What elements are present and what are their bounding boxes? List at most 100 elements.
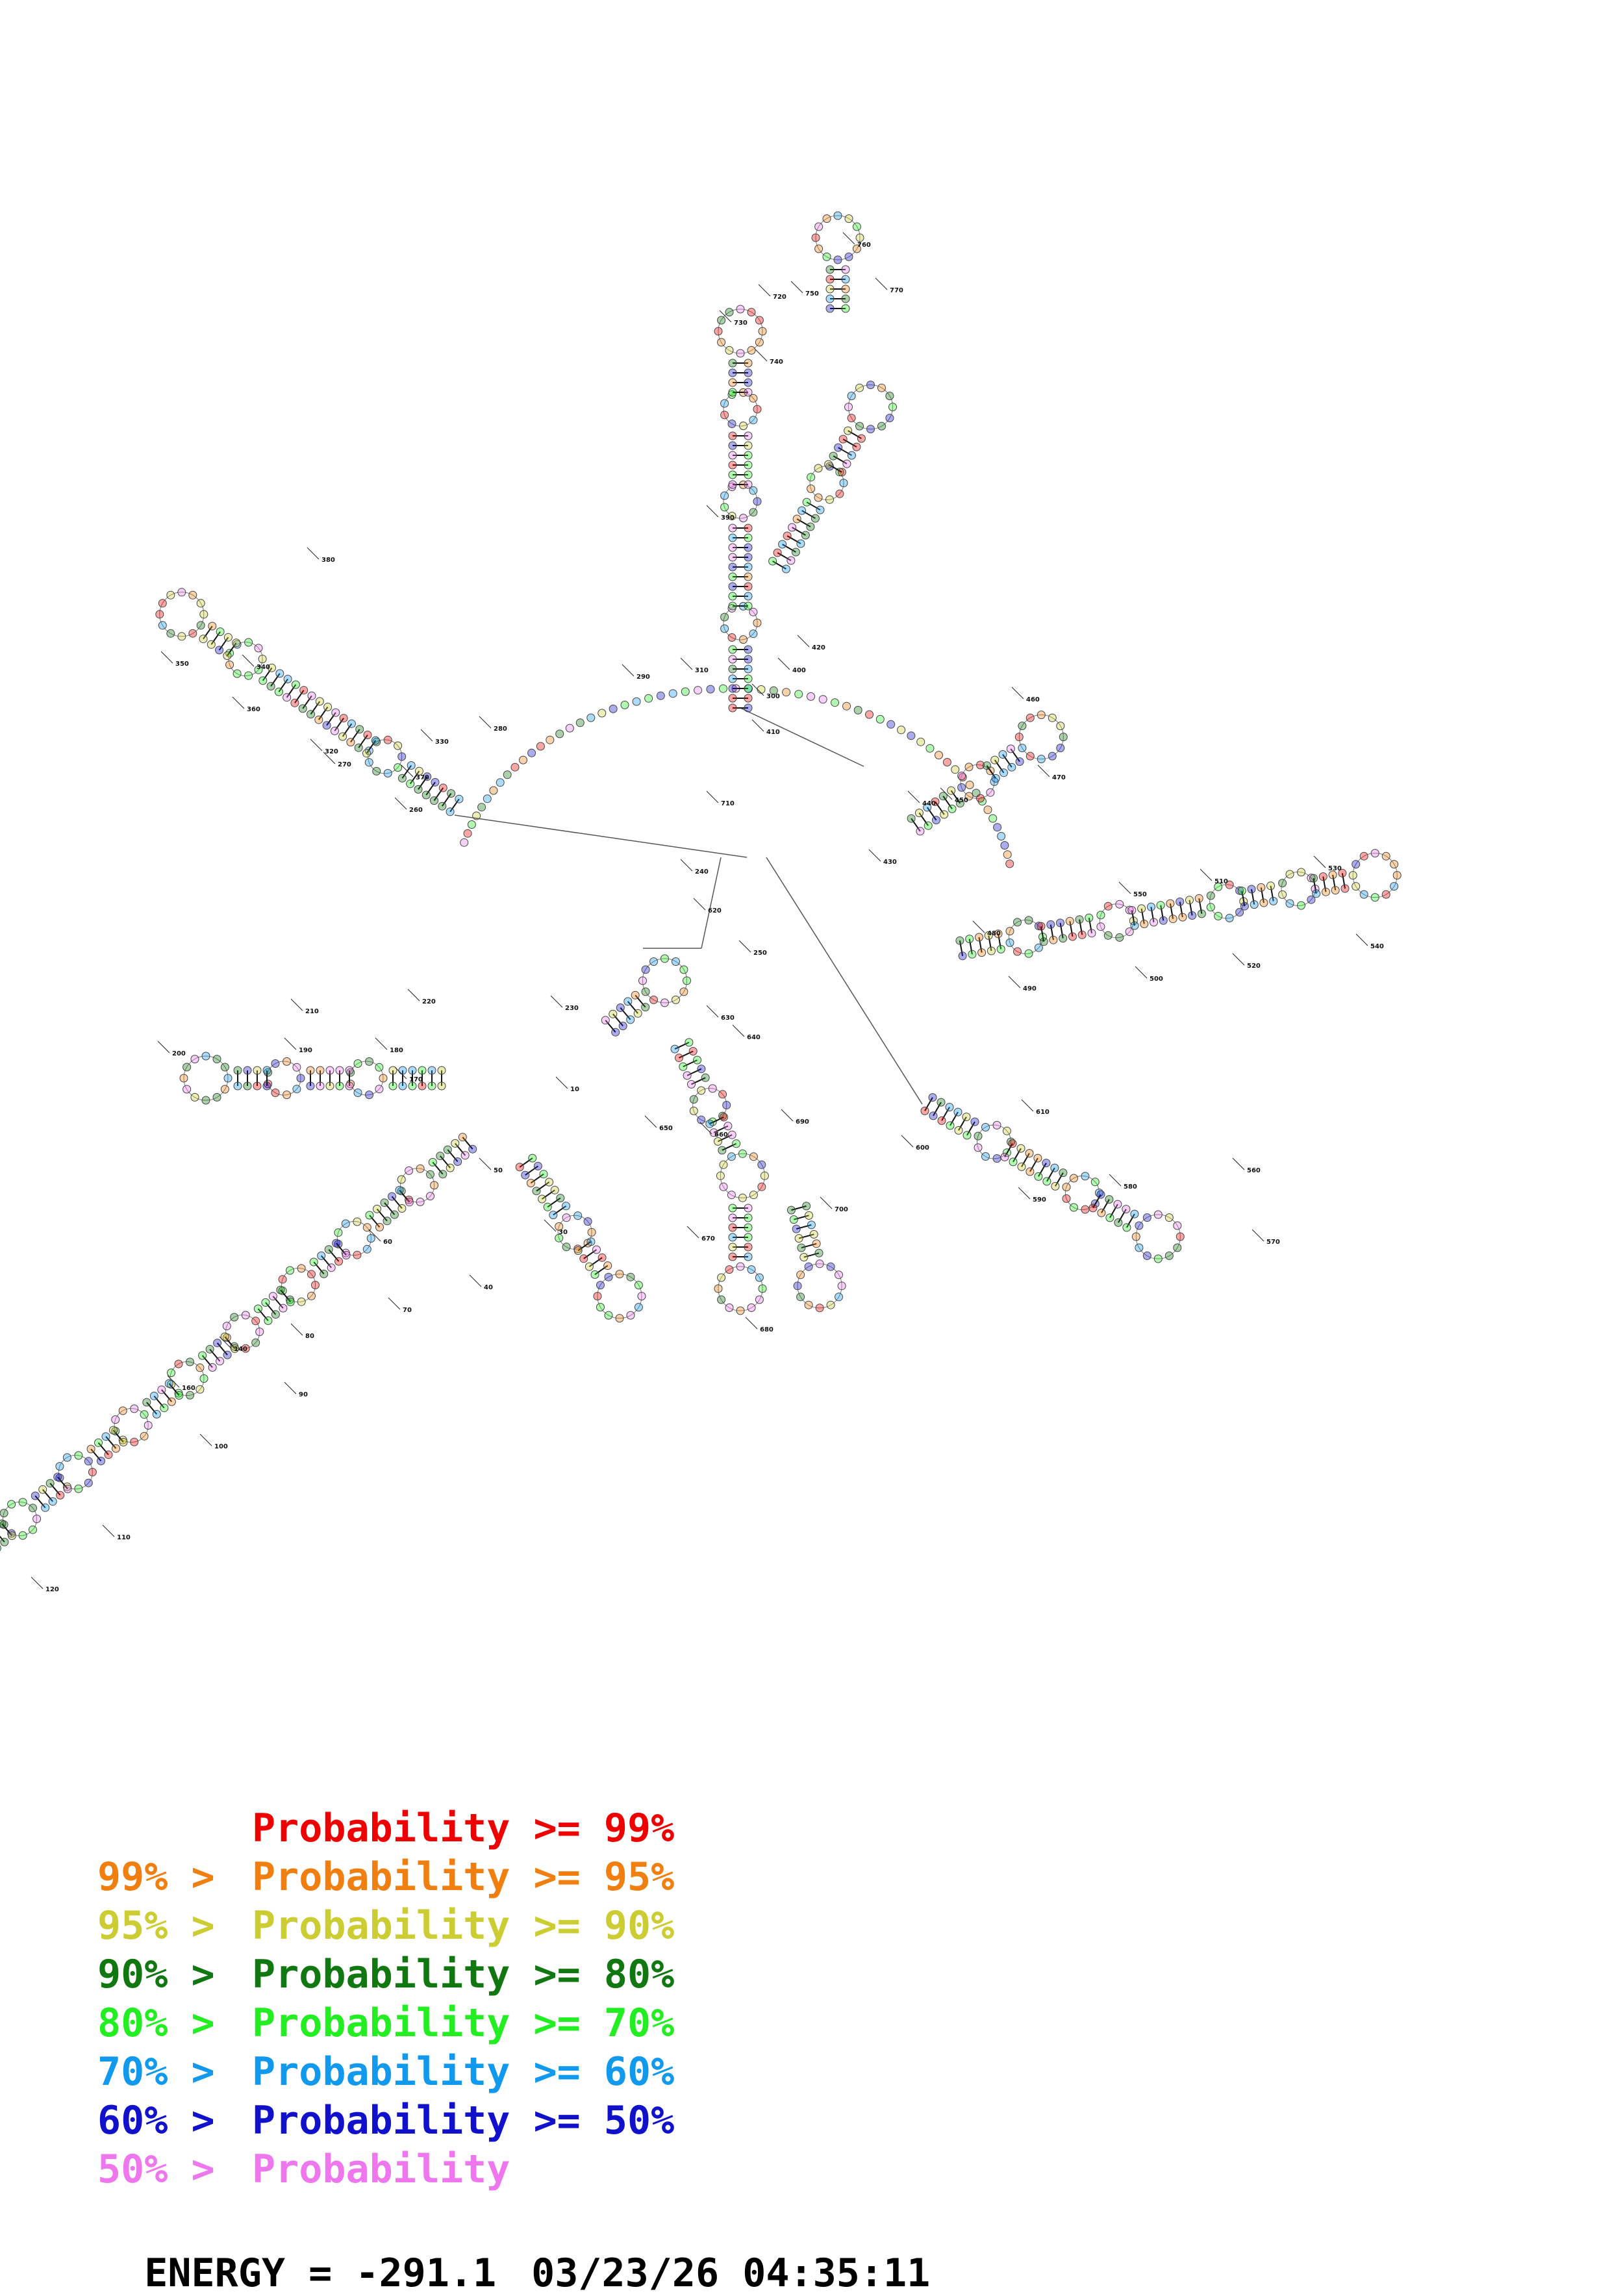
base-pair bbox=[90, 1448, 102, 1461]
base-pair bbox=[1169, 903, 1174, 919]
nucleotide bbox=[196, 599, 205, 608]
nucleotide bbox=[166, 629, 175, 638]
label-tick bbox=[706, 1005, 719, 1018]
nucleotide bbox=[844, 214, 853, 223]
nucleotide bbox=[626, 1015, 635, 1024]
nucleotide bbox=[543, 1202, 552, 1211]
base-pair bbox=[842, 438, 857, 448]
nucleotide bbox=[768, 557, 777, 566]
base-pair bbox=[366, 740, 377, 754]
nucleotide bbox=[738, 1193, 747, 1202]
label-tick bbox=[686, 1226, 699, 1239]
nucleotide bbox=[84, 1478, 93, 1487]
nucleotide bbox=[877, 383, 886, 392]
nucleotide bbox=[353, 1089, 362, 1097]
nucleotide bbox=[573, 1211, 583, 1220]
base-pair bbox=[1270, 885, 1274, 902]
nucleotide bbox=[510, 763, 520, 772]
nucleotide bbox=[335, 1066, 344, 1075]
nucleotide bbox=[744, 368, 753, 377]
base-pair bbox=[801, 510, 816, 519]
nucleotide bbox=[758, 1284, 767, 1293]
nucleotide bbox=[1006, 744, 1015, 753]
nucleotide bbox=[953, 1107, 962, 1116]
loop-backbone bbox=[718, 309, 763, 354]
position-label: 40 bbox=[484, 1284, 493, 1291]
nucleotide bbox=[996, 944, 1005, 953]
nucleotide bbox=[719, 1182, 728, 1191]
nucleotide bbox=[932, 816, 940, 825]
base-pair bbox=[1092, 1194, 1101, 1209]
nucleotide bbox=[1062, 1183, 1071, 1192]
nucleotide bbox=[697, 1086, 706, 1095]
base-pair bbox=[455, 1142, 466, 1156]
base-pair bbox=[0, 1535, 5, 1543]
nucleotide bbox=[725, 1265, 734, 1274]
loop-backbone bbox=[976, 1124, 1011, 1159]
nucleotide bbox=[974, 1143, 983, 1152]
base-pair bbox=[547, 1197, 561, 1208]
base-pair bbox=[1189, 900, 1193, 916]
nucleotide bbox=[264, 1316, 273, 1325]
nucleotide bbox=[74, 1484, 83, 1493]
nucleotide bbox=[744, 694, 753, 703]
nucleotide bbox=[283, 675, 292, 683]
nucleotide bbox=[421, 790, 431, 800]
nucleotide bbox=[362, 749, 371, 758]
nucleotide bbox=[679, 987, 688, 996]
nucleotide bbox=[744, 378, 753, 387]
nucleotide bbox=[0, 1537, 9, 1546]
base-pair bbox=[1341, 873, 1346, 889]
nucleotide bbox=[727, 512, 736, 520]
nucleotide bbox=[835, 1270, 843, 1280]
base-pair bbox=[1, 1523, 13, 1537]
nucleotide bbox=[414, 785, 423, 794]
nucleotide bbox=[268, 1292, 277, 1301]
nucleotide bbox=[660, 954, 669, 963]
nucleotide bbox=[327, 1263, 336, 1272]
base-pair bbox=[310, 701, 321, 715]
nucleotide bbox=[1046, 920, 1055, 929]
nucleotide bbox=[223, 1350, 232, 1359]
nucleotide bbox=[844, 426, 853, 435]
nucleotide bbox=[1103, 931, 1113, 940]
nucleotide bbox=[656, 691, 665, 700]
nucleotide bbox=[634, 1281, 643, 1290]
nucleotide bbox=[443, 1145, 452, 1154]
base-pair bbox=[935, 801, 945, 815]
base-pair bbox=[605, 1020, 616, 1033]
base-pair bbox=[709, 1116, 724, 1125]
label-tick bbox=[732, 1024, 745, 1037]
position-label: 240 bbox=[695, 868, 709, 876]
base-pair bbox=[334, 718, 344, 731]
nucleotide bbox=[1096, 1190, 1105, 1199]
nucleotide bbox=[1000, 1152, 1009, 1161]
nucleotide bbox=[427, 1066, 436, 1075]
nucleotide bbox=[744, 460, 753, 470]
nucleotide bbox=[796, 1293, 805, 1302]
label-tick bbox=[199, 1433, 212, 1446]
loop-backbone bbox=[642, 958, 687, 1003]
base-pair bbox=[1004, 1143, 1013, 1157]
base-pair bbox=[57, 1476, 68, 1490]
nucleotide bbox=[925, 744, 935, 753]
position-label: 100 bbox=[214, 1443, 228, 1450]
label-tick bbox=[1252, 1229, 1264, 1242]
legend-label: Probability >= 70% bbox=[252, 2000, 675, 2046]
nucleotide bbox=[799, 1253, 809, 1262]
nucleotide bbox=[330, 726, 339, 735]
nucleotide bbox=[694, 686, 703, 695]
base-pair bbox=[1179, 902, 1183, 918]
nucleotide bbox=[254, 665, 263, 674]
nucleotide bbox=[271, 1310, 280, 1319]
legend-threshold: 99% > bbox=[97, 1854, 215, 1900]
nucleotide bbox=[753, 497, 762, 506]
nucleotide bbox=[794, 1234, 803, 1243]
nucleotide bbox=[213, 1339, 222, 1348]
backbone-line bbox=[701, 857, 722, 949]
nucleotide bbox=[88, 1468, 97, 1476]
nucleotide bbox=[416, 1164, 425, 1173]
nucleotide bbox=[597, 709, 607, 718]
base-pair bbox=[42, 1489, 53, 1502]
nucleotide bbox=[718, 1090, 727, 1099]
